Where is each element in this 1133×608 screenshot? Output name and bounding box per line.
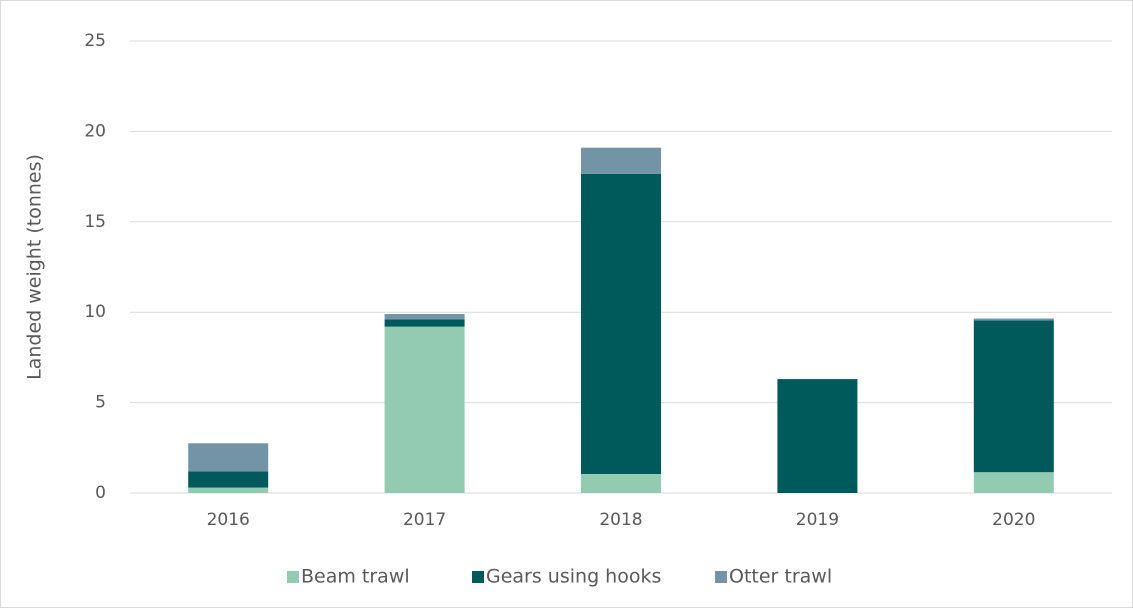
y-tick-label: 25	[84, 31, 106, 51]
x-tick-label: 2017	[403, 510, 446, 530]
x-tick-label: 2019	[796, 510, 839, 530]
bar-segment	[973, 318, 1054, 321]
bar-segment	[384, 319, 465, 327]
legend-label: Otter trawl	[729, 566, 832, 588]
y-tick-label: 10	[84, 302, 106, 322]
bar-segment	[188, 443, 269, 472]
x-tick-label: 2018	[599, 510, 642, 530]
bar-segment	[777, 379, 858, 493]
y-tick-label: 0	[95, 483, 106, 503]
bar-segment	[384, 326, 465, 493]
bar-segment	[581, 474, 661, 493]
legend-label: Gears using hooks	[486, 566, 661, 588]
y-axis-label: Landed weight (tonnes)	[24, 154, 46, 380]
legend-swatch	[287, 571, 299, 583]
y-tick-label: 15	[84, 212, 106, 232]
legend-label: Beam trawl	[301, 566, 410, 588]
bar-segment	[581, 147, 661, 174]
bar-segment	[581, 173, 661, 475]
bar-segment	[384, 314, 465, 320]
bar-segment	[973, 320, 1054, 473]
x-tick-label: 2016	[207, 510, 250, 530]
legend-swatch	[472, 571, 484, 583]
bar-segment	[188, 487, 269, 493]
y-tick-label: 5	[95, 393, 106, 413]
bar-segment	[188, 471, 269, 488]
x-tick-label: 2020	[992, 510, 1035, 530]
bar-segment	[973, 472, 1054, 493]
legend-swatch	[715, 571, 727, 583]
y-tick-label: 20	[84, 121, 106, 141]
